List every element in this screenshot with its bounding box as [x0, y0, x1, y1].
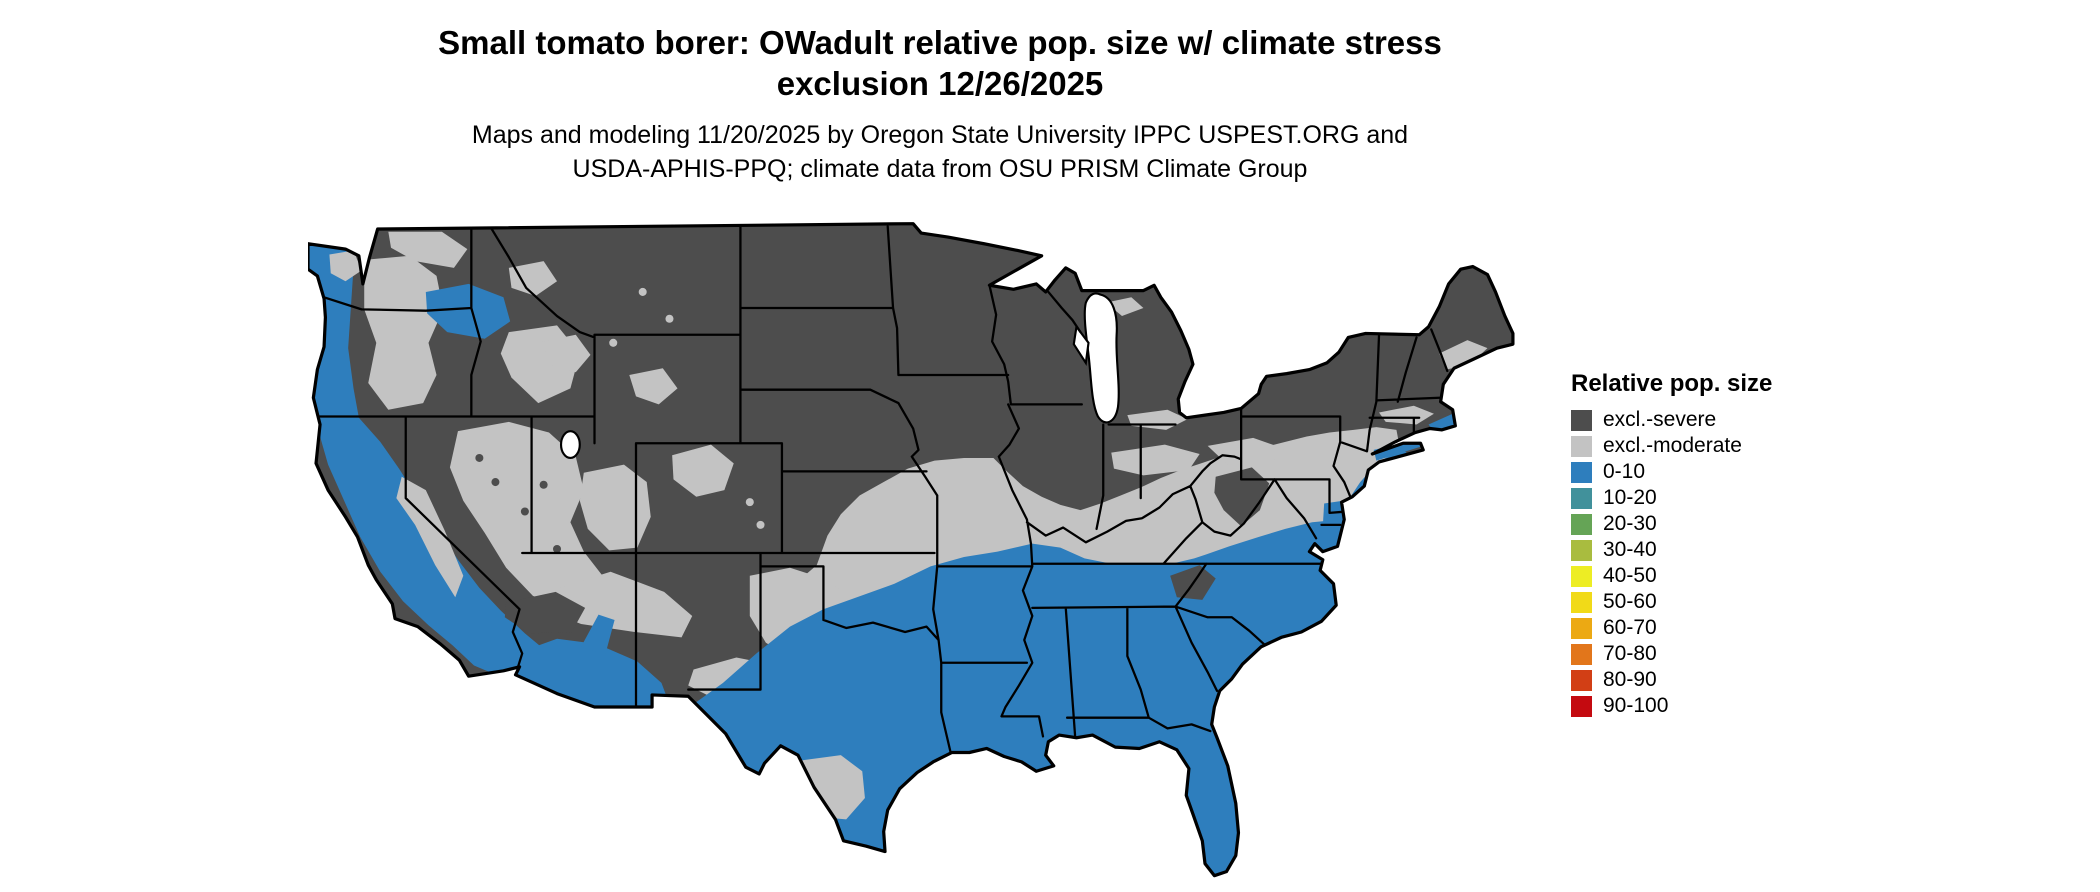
legend-label: 10-20: [1603, 486, 1657, 509]
map-subtitle: Maps and modeling 11/20/2025 by Oregon S…: [20, 118, 1860, 186]
legend-label: 90-100: [1603, 694, 1669, 717]
map-title-line-2: exclusion 12/26/2025: [776, 65, 1104, 102]
legend-label: 50-60: [1603, 590, 1657, 613]
legend-swatch: [1571, 513, 1592, 535]
legend: Relative pop. size excl.-severe excl.-mod…: [1571, 370, 1772, 719]
legend-label: excl.-moderate: [1603, 434, 1742, 457]
legend-swatch: [1571, 487, 1592, 509]
legend-label: 60-70: [1603, 616, 1657, 639]
legend-item: excl.-moderate: [1571, 433, 1772, 459]
lake-michigan: [1083, 292, 1120, 424]
legend-item: 60-70: [1571, 615, 1772, 641]
legend-label: 80-90: [1603, 668, 1657, 691]
legend-item: 0-10: [1571, 459, 1772, 485]
legend-label: 70-80: [1603, 642, 1657, 665]
map-layer-severe-overlay: [475, 453, 1270, 634]
legend-item: excl.-severe: [1571, 407, 1772, 433]
legend-label: excl.-severe: [1603, 408, 1717, 431]
map-title-line-1: Small tomato borer: OWadult relative pop…: [438, 24, 1442, 61]
legend-item: 50-60: [1571, 589, 1772, 615]
great-salt-lake: [559, 430, 581, 460]
us-map: [308, 214, 1533, 884]
map-subtitle-line-1: Maps and modeling 11/20/2025 by Oregon S…: [471, 121, 1409, 149]
legend-swatch: [1571, 565, 1592, 587]
legend-item: 20-30: [1571, 511, 1772, 537]
legend-item: 70-80: [1571, 641, 1772, 667]
state-borders: [317, 225, 1449, 754]
us-outline: [308, 222, 1515, 878]
legend-item: 90-100: [1571, 693, 1772, 719]
legend-item: 10-20: [1571, 485, 1772, 511]
legend-title: Relative pop. size: [1571, 370, 1773, 397]
legend-swatch: [1571, 435, 1592, 457]
legend-swatch: [1571, 591, 1592, 613]
us-map-svg: [308, 222, 1515, 878]
legend-item: 80-90: [1571, 667, 1772, 693]
legend-label: 20-30: [1603, 512, 1657, 535]
legend-swatch: [1571, 539, 1592, 561]
legend-items: excl.-severe excl.-moderate 0-10 10-20 20-30…: [1571, 407, 1772, 719]
legend-item: 40-50: [1571, 563, 1772, 589]
great-lakes: [559, 292, 1120, 460]
legend-label: 40-50: [1603, 564, 1657, 587]
legend-swatch: [1571, 617, 1592, 639]
green-bay: [1072, 324, 1090, 366]
legend-label: 0-10: [1603, 460, 1646, 483]
header: Small tomato borer: OWadult relative pop…: [20, 22, 1860, 186]
legend-swatch: [1571, 643, 1592, 665]
legend-swatch: [1571, 461, 1592, 483]
map-subtitle-line-2: USDA-APHIS-PPQ; climate data from OSU PR…: [572, 155, 1308, 183]
legend-item: 30-40: [1571, 537, 1772, 563]
legend-swatch: [1571, 669, 1592, 691]
legend-swatch: [1571, 695, 1592, 717]
legend-label: 30-40: [1603, 538, 1657, 561]
legend-swatch: [1571, 409, 1592, 431]
